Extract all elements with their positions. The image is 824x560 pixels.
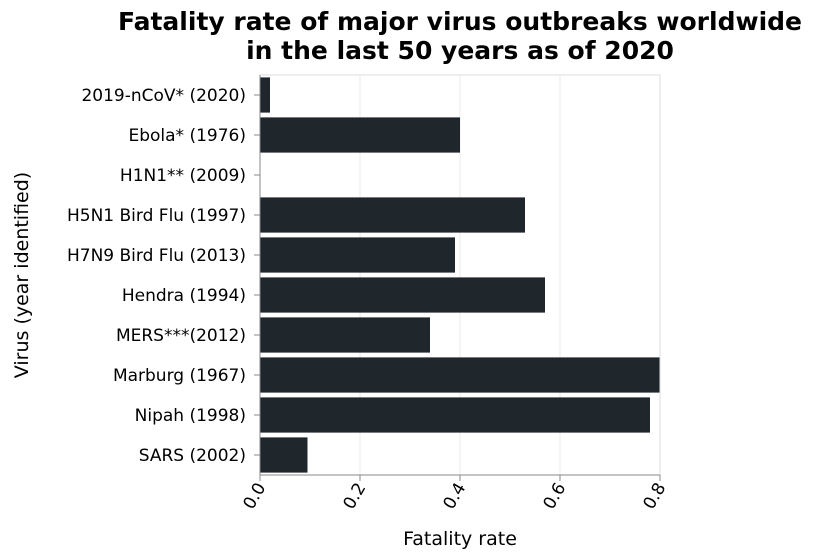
axes <box>254 74 661 481</box>
bar <box>260 77 270 113</box>
y-tick-labels: 2019-nCoV* (2020) Ebola* (1976) H1N1** (20… <box>67 86 246 466</box>
x-tick-label: 0.2 <box>339 480 370 513</box>
bar <box>260 357 660 393</box>
bars <box>260 77 660 473</box>
bar <box>260 277 545 313</box>
y-tick-label: Marburg (1967) <box>113 366 246 386</box>
bar <box>260 317 430 353</box>
chart-title-line-2: in the last 50 years as of 2020 <box>246 36 674 65</box>
bar <box>260 237 455 273</box>
y-tick-label: SARS (2002) <box>139 446 246 466</box>
y-tick-label: Nipah (1998) <box>135 406 246 426</box>
bar <box>260 437 308 473</box>
y-tick-label: H1N1** (2009) <box>120 166 246 186</box>
y-tick-label: 2019-nCoV* (2020) <box>81 86 246 106</box>
x-tick-label: 0.6 <box>539 480 570 513</box>
y-tick-label: Ebola* (1976) <box>128 126 246 146</box>
y-tick-label: H5N1 Bird Flu (1997) <box>67 206 246 226</box>
chart-title-line-1: Fatality rate of major virus outbreaks w… <box>118 7 802 36</box>
x-tick-label: 0.0 <box>239 480 270 513</box>
x-tick-labels: 0.0 0.2 0.4 0.6 0.8 <box>239 480 670 513</box>
bar <box>260 197 525 233</box>
x-tick-label: 0.8 <box>639 480 670 513</box>
y-tick-label: H7N9 Bird Flu (2013) <box>67 246 246 266</box>
y-axis-title: Virus (year identified) <box>11 172 33 378</box>
y-tick-label: Hendra (1994) <box>122 286 246 306</box>
x-tick-label: 0.4 <box>439 480 470 513</box>
y-tick-label: MERS***(2012) <box>116 326 246 346</box>
bar <box>260 117 460 153</box>
x-axis-title: Fatality rate <box>403 528 517 550</box>
bar <box>260 397 650 433</box>
